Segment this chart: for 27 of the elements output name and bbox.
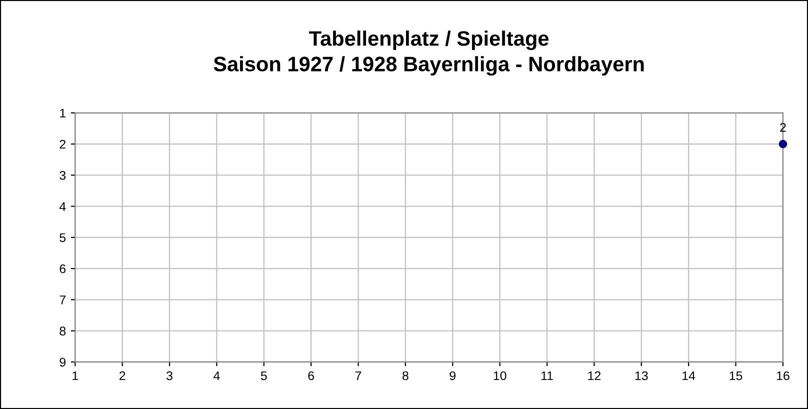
y-tick-label: 3 (60, 170, 66, 180)
y-tick-label: 9 (60, 358, 66, 367)
data-label: 2 (780, 122, 786, 132)
y-tick-label: 2 (60, 140, 66, 149)
y-tick-label: 4 (59, 202, 66, 211)
x-tick-label: 9 (450, 371, 456, 380)
y-tick-label: 1 (60, 108, 66, 118)
y-tick-label: 7 (60, 296, 66, 304)
x-tick-label: 13 (635, 371, 648, 380)
y-tick-label: 5 (60, 233, 66, 242)
x-tick-label: 6 (308, 371, 314, 380)
x-tick-label: 2 (119, 371, 126, 380)
x-tick-label: 10 (494, 371, 506, 380)
x-tick-label: 7 (355, 371, 362, 380)
x-tick-label: 5 (260, 371, 267, 380)
x-tick-label: 3 (166, 371, 172, 380)
x-tick-label: 15 (730, 371, 742, 380)
x-tick-label: 16 (776, 371, 790, 380)
y-tick-label: 6 (60, 264, 66, 274)
x-tick-label: 4 (214, 371, 220, 380)
x-tick-label: 12 (588, 371, 601, 380)
x-tick-label: 11 (541, 371, 553, 380)
x-tick-label: 14 (682, 371, 696, 380)
x-tick-label: 8 (402, 371, 408, 380)
x-tick-label: 1 (72, 371, 78, 380)
y-tick-label: 8 (60, 326, 66, 336)
chart-title: Tabellenplatz / Spieltage Saison 1927 / 1928 Bayernliga - Nordbayern (214, 30, 644, 76)
